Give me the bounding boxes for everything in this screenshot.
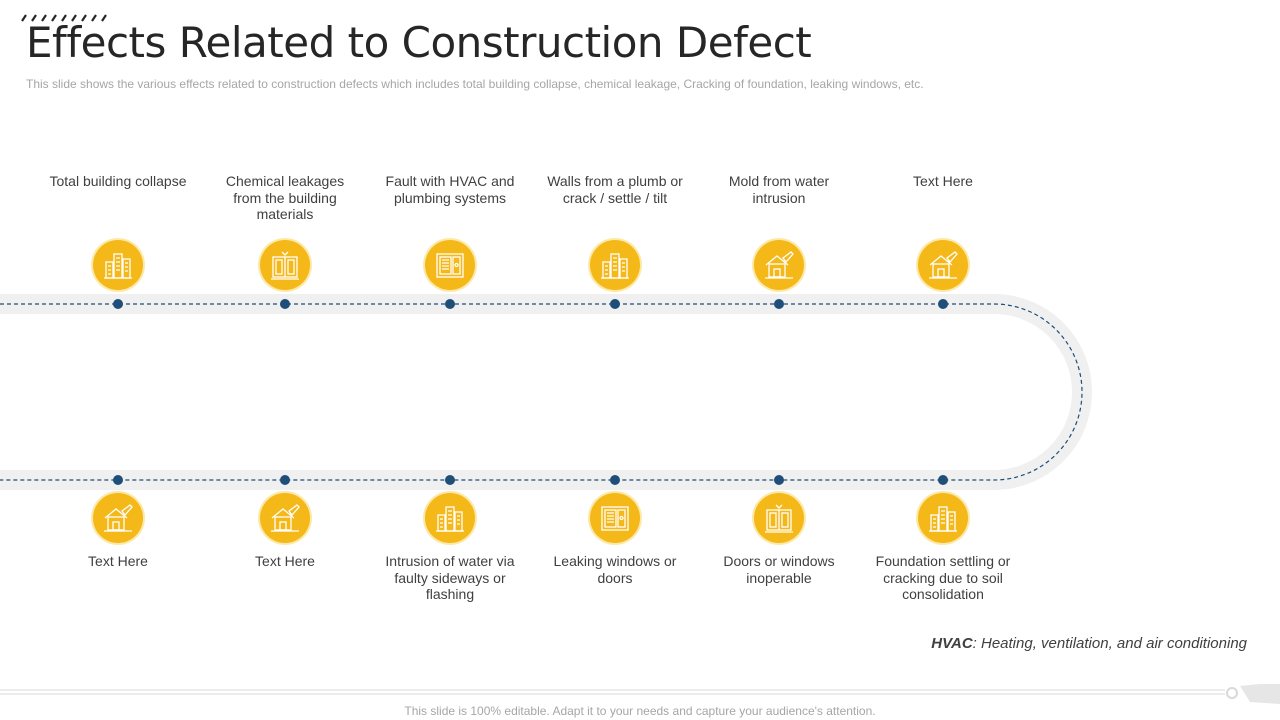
timeline-dot bbox=[445, 299, 455, 309]
timeline-dot bbox=[610, 475, 620, 485]
bottom-item-label: Text Here bbox=[255, 553, 315, 569]
bottom-item-label: Intrusion of water via faulty sideways o… bbox=[385, 553, 515, 602]
top-item-label: Walls from a plumb or crack / settle / t… bbox=[547, 173, 683, 206]
timeline-dot bbox=[280, 299, 290, 309]
timeline-dot bbox=[774, 299, 784, 309]
slide-subtitle: This slide shows the various effects rel… bbox=[26, 77, 924, 91]
buildings-icon bbox=[590, 240, 640, 290]
buildings-icon bbox=[425, 493, 475, 543]
hvac-definition: : Heating, ventilation, and air conditio… bbox=[972, 635, 1247, 652]
house-repair-icon bbox=[260, 493, 310, 543]
bottom-item-label: Leaking windows or doors bbox=[553, 553, 677, 586]
hvac-note: HVAC: Heating, ventilation, and air cond… bbox=[931, 635, 1247, 652]
top-item-label: Mold from water intrusion bbox=[728, 173, 830, 206]
house-repair-icon bbox=[93, 493, 143, 543]
cabinet-icon bbox=[260, 240, 310, 290]
timeline-dot bbox=[113, 299, 123, 309]
top-item-label: Text Here bbox=[913, 173, 973, 189]
buildings-icon bbox=[93, 240, 143, 290]
hatch-decoration bbox=[21, 14, 107, 22]
top-item-label: Total building collapse bbox=[49, 173, 187, 189]
cabinet-icon bbox=[754, 493, 804, 543]
house-repair-icon bbox=[754, 240, 804, 290]
timeline-dot bbox=[280, 475, 290, 485]
top-item-label: Fault with HVAC and plumbing systems bbox=[385, 173, 515, 206]
timeline-dot bbox=[938, 299, 948, 309]
hvac-term: HVAC bbox=[931, 635, 973, 652]
timeline-dot bbox=[938, 475, 948, 485]
slide-footer: This slide is 100% editable. Adapt it to… bbox=[404, 704, 876, 718]
window-panel-icon bbox=[590, 493, 640, 543]
bottom-item-label: Doors or windows inoperable bbox=[723, 553, 835, 586]
timeline-dot bbox=[113, 475, 123, 485]
buildings-icon bbox=[918, 493, 968, 543]
timeline-dot bbox=[774, 475, 784, 485]
slide-title: Effects Related to Construction Defect bbox=[26, 18, 812, 67]
house-repair-icon bbox=[918, 240, 968, 290]
top-item-label: Chemical leakages from the building mate… bbox=[225, 173, 345, 222]
timeline-dot bbox=[610, 299, 620, 309]
bottom-item-label: Foundation settling or cracking due to s… bbox=[875, 553, 1011, 602]
bottom-item-label: Text Here bbox=[88, 553, 148, 569]
window-panel-icon bbox=[425, 240, 475, 290]
footer-rule bbox=[0, 684, 1280, 704]
timeline-dot bbox=[445, 475, 455, 485]
